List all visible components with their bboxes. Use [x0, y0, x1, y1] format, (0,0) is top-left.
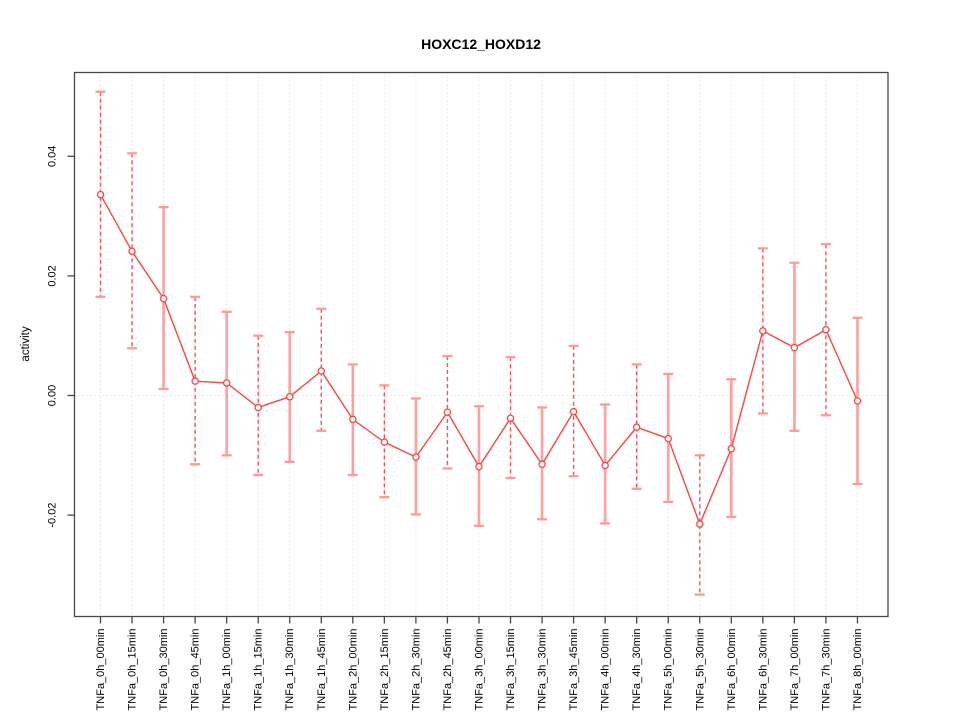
x-tick-label: TNFa_4h_30min	[631, 629, 643, 711]
x-tick-label: TNFa_1h_45min	[316, 629, 328, 711]
data-point	[285, 392, 294, 401]
x-tick-label: TNFa_5h_00min	[663, 629, 675, 711]
y-axis-ticks	[67, 155, 75, 516]
x-tick-label: TNFa_0h_15min	[127, 629, 139, 711]
data-point	[380, 438, 389, 446]
data-point	[822, 325, 830, 334]
data-point	[601, 461, 609, 470]
gridlines	[100, 72, 858, 617]
data-point	[538, 460, 546, 469]
x-tick-label: TNFa_1h_15min	[253, 629, 265, 711]
data-point	[853, 397, 862, 405]
x-tick-label: TNFa_2h_30min	[410, 629, 422, 711]
data-point	[790, 343, 799, 352]
plot-box	[73, 71, 889, 618]
x-tick-label: TNFa_7h_00min	[789, 629, 801, 711]
x-tick-label: TNFa_2h_00min	[347, 629, 359, 711]
x-tick-label: TNFa_5h_30min	[694, 629, 706, 711]
x-tick-label: TNFa_1h_00min	[221, 629, 233, 711]
x-axis-ticks	[99, 616, 859, 624]
x-tick-label: TNFa_1h_30min	[284, 629, 296, 711]
data-point	[96, 190, 105, 199]
data-point	[159, 294, 168, 303]
data-point	[254, 403, 262, 412]
x-tick-label: TNFa_6h_30min	[757, 629, 769, 711]
data-point	[128, 247, 136, 256]
x-tick-label: TNFa_7h_30min	[820, 629, 832, 711]
y-axis-labels: -0.02 0.00 0.02 0.04	[47, 146, 59, 528]
data-point	[222, 379, 231, 387]
x-tick-label: TNFa_4h_00min	[600, 629, 612, 711]
data-point	[506, 414, 515, 422]
error-bars	[95, 90, 863, 596]
y-tick-label: 0.02	[47, 265, 59, 286]
x-tick-label: TNFa_3h_30min	[537, 629, 549, 711]
x-tick-label: TNFa_3h_45min	[568, 629, 580, 711]
x-tick-label: TNFa_2h_45min	[442, 629, 454, 711]
data-point	[632, 423, 641, 431]
x-tick-label: TNFa_0h_30min	[158, 629, 170, 711]
x-tick-label: TNFa_0h_45min	[190, 629, 202, 711]
data-point	[443, 408, 452, 416]
chart-title: HOXC12_HOXD12	[421, 36, 541, 52]
data-point	[696, 520, 704, 528]
y-tick-label: -0.02	[47, 503, 59, 528]
x-axis-labels: TNFa_0h_00min TNFa_0h_15min TNFa_0h_30min T…	[95, 629, 864, 711]
x-tick-label: TNFa_8h_00min	[852, 629, 864, 711]
data-point	[569, 407, 578, 416]
x-tick-label: TNFa_0h_00min	[95, 629, 107, 711]
data-point	[475, 462, 483, 471]
x-tick-label: TNFa_3h_00min	[473, 629, 485, 711]
y-tick-label: 0.04	[47, 146, 59, 167]
data-point	[191, 377, 199, 385]
data-point	[727, 444, 736, 453]
y-axis-title: activity	[20, 326, 32, 361]
data-point	[664, 434, 672, 443]
data-points	[96, 190, 862, 528]
x-tick-label: TNFa_6h_00min	[726, 629, 738, 711]
plot-border	[73, 71, 889, 618]
data-point	[349, 415, 357, 424]
data-point	[412, 453, 420, 461]
x-tick-label: TNFa_2h_15min	[379, 629, 391, 711]
x-tick-label: TNFa_3h_15min	[505, 629, 517, 711]
y-tick-label: 0.00	[47, 385, 59, 406]
data-point	[317, 367, 326, 375]
data-point	[759, 327, 767, 335]
